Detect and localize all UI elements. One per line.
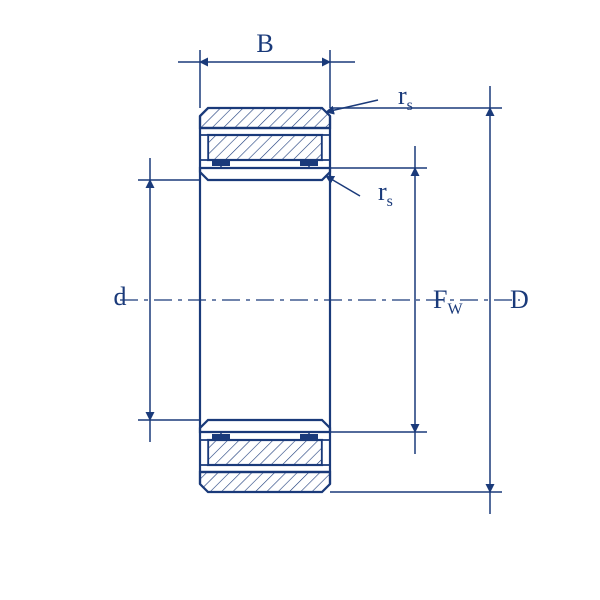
label-rs-top: rs — [398, 81, 413, 114]
label-Fw: FW — [433, 285, 463, 318]
label-d: d — [114, 282, 127, 311]
label-rs-mid: rs — [378, 177, 393, 210]
bearing-diagram: Brs rs d FW D — [0, 0, 600, 600]
label-D: D — [510, 285, 529, 314]
label-B: B — [256, 29, 273, 58]
